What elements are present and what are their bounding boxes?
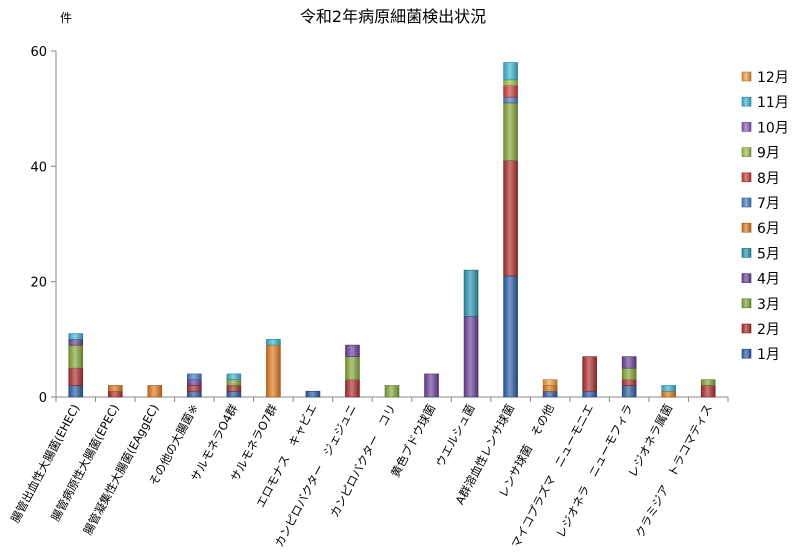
bar-segment [542,379,558,386]
bar-segment [187,385,202,392]
bar-segment [305,390,321,398]
bar-segment [266,344,281,398]
legend: 12月 11月 10月 9月 8月 7月 6月 5月 4月 3月 2月 1月 [741,70,789,363]
legend-swatch [741,222,752,233]
bar-segment [700,379,716,386]
bar-segment [503,102,518,161]
bar-segment [582,390,597,398]
bar-segment [68,344,84,369]
bar-segment [68,367,84,386]
legend-swatch [741,323,752,334]
legend-swatch [741,122,752,132]
title-layer: 令和2年病原細菌検出状況 件 [60,7,486,26]
legend-swatch [741,298,752,309]
category-label: レジオネラ ニューモフィラ [553,402,635,540]
bar-segment [187,379,202,386]
bar-segment [621,379,637,386]
bar-segment [503,275,518,398]
bar-segment [107,385,123,392]
legend-label: 5月 [757,246,780,262]
bar-segment [582,356,597,392]
bar-segment [226,373,242,380]
bar-segment [542,385,558,392]
y-tick-label: 40 [30,160,47,175]
bar-segment [68,339,84,346]
category-labels: 腸管出血性大腸菌(EHEC)腸管病原性大腸菌(EPEC)腸管凝集性大腸菌(EAg… [8,401,715,550]
bar-segment [542,390,558,398]
bar-segment [68,385,84,398]
bar-segment [621,367,637,380]
legend-label: 2月 [757,322,780,338]
legend-label: 8月 [757,171,780,187]
legend-label: 1月 [757,347,780,363]
bar-segment [68,333,84,340]
legend-label: 12月 [757,70,789,86]
bar-segment [107,390,123,398]
y-axis-unit-label: 件 [60,11,72,25]
chart-title: 令和2年病原細菌検出状況 [300,7,486,26]
bar-segment [187,390,202,398]
legend-label: 10月 [757,120,789,136]
bar-segment [266,339,281,346]
category-label: ウエルシュ菌 [433,402,478,469]
bar-segment [700,385,716,398]
bar-segment [226,390,242,398]
legend-label: 7月 [757,196,780,212]
y-tick-label: 0 [39,391,47,406]
legend-swatch [741,273,752,283]
legend-label: 11月 [757,95,789,111]
y-tick-label: 60 [30,45,47,60]
bar-segment [463,315,479,398]
legend-swatch [741,96,752,107]
bar-segment [226,379,242,386]
bar-segment [661,385,677,392]
legend-label: 3月 [757,297,780,313]
legend-label: 4月 [757,272,780,288]
bar-segment [503,96,518,104]
axes-layer: 0 20 40 60 [30,45,729,406]
legend-swatch [741,147,752,157]
legend-swatch [741,172,752,183]
bar-segment [621,385,637,398]
bar-segment [424,373,439,398]
legend-swatch [741,348,752,359]
legend-swatch [741,71,752,82]
bar-segment [503,85,518,98]
bar-segment [345,344,360,357]
bar-segment [226,385,242,392]
bar-segment [345,379,360,398]
bar-segment [621,356,637,369]
bar-segment [661,390,677,398]
bar-segment [463,269,479,317]
bar-segment [503,62,518,81]
legend-swatch [741,197,752,208]
legend-label: 9月 [757,146,780,162]
legend-label: 6月 [757,221,780,237]
category-label: 腸管出血性大腸菌(EHEC) [8,402,82,525]
bar-segment [503,160,518,277]
bar-segment [503,79,518,86]
bars-layer [68,62,716,398]
bar-segment [147,385,163,398]
category-label: クラミジア トラコマティス [633,402,715,540]
bar-segment [345,356,360,380]
bar-segment [384,385,400,398]
legend-swatch [741,248,752,258]
category-label: 腸管凝集性大腸菌(EAggEC) [81,402,162,537]
y-tick-label: 20 [30,276,47,291]
bar-segment [187,373,202,380]
